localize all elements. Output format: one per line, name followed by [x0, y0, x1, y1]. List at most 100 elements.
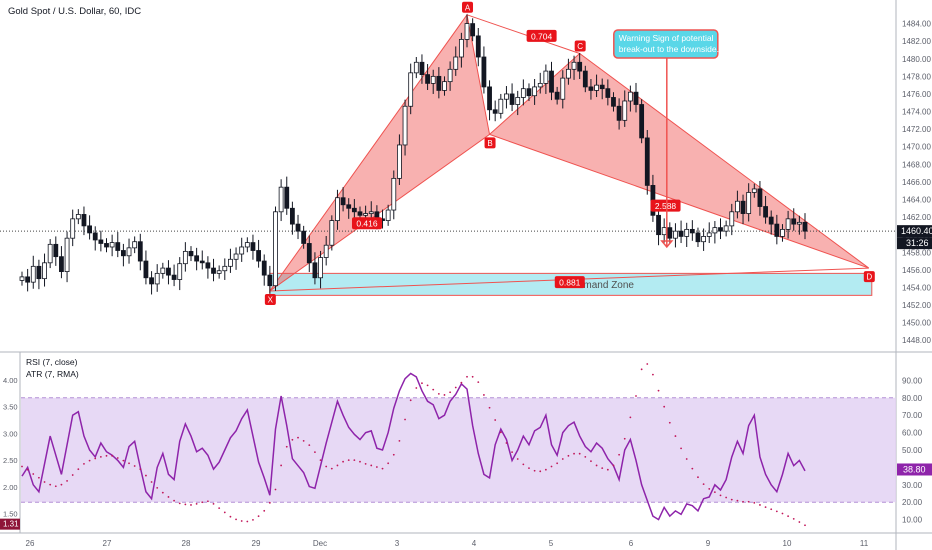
candle: [284, 176, 290, 215]
indicator-right-axis-ticks: 90.0080.0070.0060.0050.0040.0030.0020.00…: [902, 376, 923, 524]
candle: [154, 264, 160, 292]
candle: [368, 201, 374, 221]
price-tick: 1466.00: [902, 178, 931, 187]
candle: [216, 265, 222, 279]
candle: [475, 27, 481, 67]
atr-dot: [759, 504, 761, 506]
candle: [199, 250, 205, 270]
indicator-right-tick: 10.00: [902, 516, 923, 525]
candle: [785, 210, 791, 239]
ratio-label: 0.416: [351, 217, 382, 230]
atr-dot: [713, 491, 716, 494]
candle: [244, 237, 250, 253]
atr-dot: [606, 468, 609, 471]
indicator-right-tick: 20.00: [902, 498, 923, 507]
candle: [81, 206, 87, 236]
price-tick: 1484.00: [902, 20, 931, 29]
candle: [385, 204, 391, 226]
atr-dot: [798, 521, 801, 523]
candle: [735, 190, 740, 219]
candle: [273, 206, 278, 291]
atr-dot: [680, 447, 682, 450]
candle: [87, 215, 92, 240]
candle: [430, 69, 436, 94]
candle: [791, 208, 797, 231]
atr-dot: [274, 488, 277, 491]
candle: [92, 226, 98, 251]
atr-dot: [285, 445, 288, 448]
atr-dot: [375, 466, 378, 468]
time-tick: 26: [26, 539, 35, 548]
candle: [120, 243, 126, 267]
atr-dot: [83, 462, 85, 465]
atr-dot: [404, 418, 406, 421]
indicator-right-tick: 50.00: [902, 446, 923, 455]
atr-dot: [612, 464, 615, 467]
candle: [70, 209, 76, 247]
rsi-value: 38.80: [903, 464, 926, 474]
candle: [132, 236, 138, 254]
candle: [442, 76, 447, 96]
candle: [278, 179, 284, 222]
atr-dot: [584, 455, 587, 458]
price-tick: 1482.00: [902, 37, 931, 46]
rsi-value-badge: [897, 463, 932, 476]
candle: [149, 271, 154, 295]
atr-dot: [421, 382, 423, 385]
candle: [126, 238, 132, 264]
atr-dot: [370, 464, 373, 467]
candle: [554, 86, 560, 105]
atr-dot: [466, 375, 468, 378]
ratio-text: 2.588: [655, 201, 677, 211]
atr-dot: [471, 375, 474, 378]
candle: [143, 250, 149, 285]
indicator-left-tick: 4.00: [3, 376, 18, 385]
time-tick: 11: [860, 539, 869, 548]
atr-dot: [539, 470, 542, 473]
candle: [498, 93, 504, 119]
atr-dot: [618, 453, 621, 456]
indicator-left-tick: 2.50: [3, 456, 18, 465]
atr-dot: [657, 389, 660, 392]
candle: [571, 55, 577, 80]
candle: [520, 79, 526, 106]
candle: [504, 86, 509, 109]
atr-dot: [342, 460, 344, 463]
candle: [458, 32, 464, 68]
time-tick: 27: [103, 539, 112, 548]
candle: [633, 82, 639, 113]
candle: [233, 247, 239, 270]
atr-dot: [685, 458, 688, 460]
candle: [250, 234, 256, 260]
atr-dots: [21, 363, 806, 527]
candle: [397, 134, 402, 185]
candle: [53, 236, 59, 266]
candle: [768, 210, 774, 235]
atr-dot: [291, 438, 294, 441]
candle: [611, 92, 616, 112]
atr-dot: [195, 502, 198, 505]
pivot-labels: X A B C D: [264, 1, 875, 305]
atr-dot: [449, 391, 452, 394]
atr-dot: [730, 498, 733, 501]
price-tick: 1480.00: [902, 55, 931, 64]
harmonic-triangle-xab: [269, 13, 491, 292]
atr-dot: [775, 510, 778, 513]
candle: [712, 221, 718, 244]
atr-dot: [88, 459, 91, 462]
candle: [408, 63, 414, 115]
candle: [312, 252, 318, 285]
atr-dot: [26, 468, 29, 471]
candle: [261, 254, 267, 286]
pivot-label-x: X: [264, 293, 276, 305]
candle: [188, 246, 194, 262]
atr-dot: [674, 435, 677, 437]
time-tick: 29: [252, 539, 261, 548]
indicator-left-tick: 2.00: [3, 483, 18, 492]
atr-dot: [190, 504, 192, 506]
candle: [740, 194, 746, 225]
atr-dot: [319, 459, 322, 461]
candle: [515, 90, 521, 116]
atr-dot: [561, 458, 564, 460]
atr-dot: [54, 485, 57, 488]
